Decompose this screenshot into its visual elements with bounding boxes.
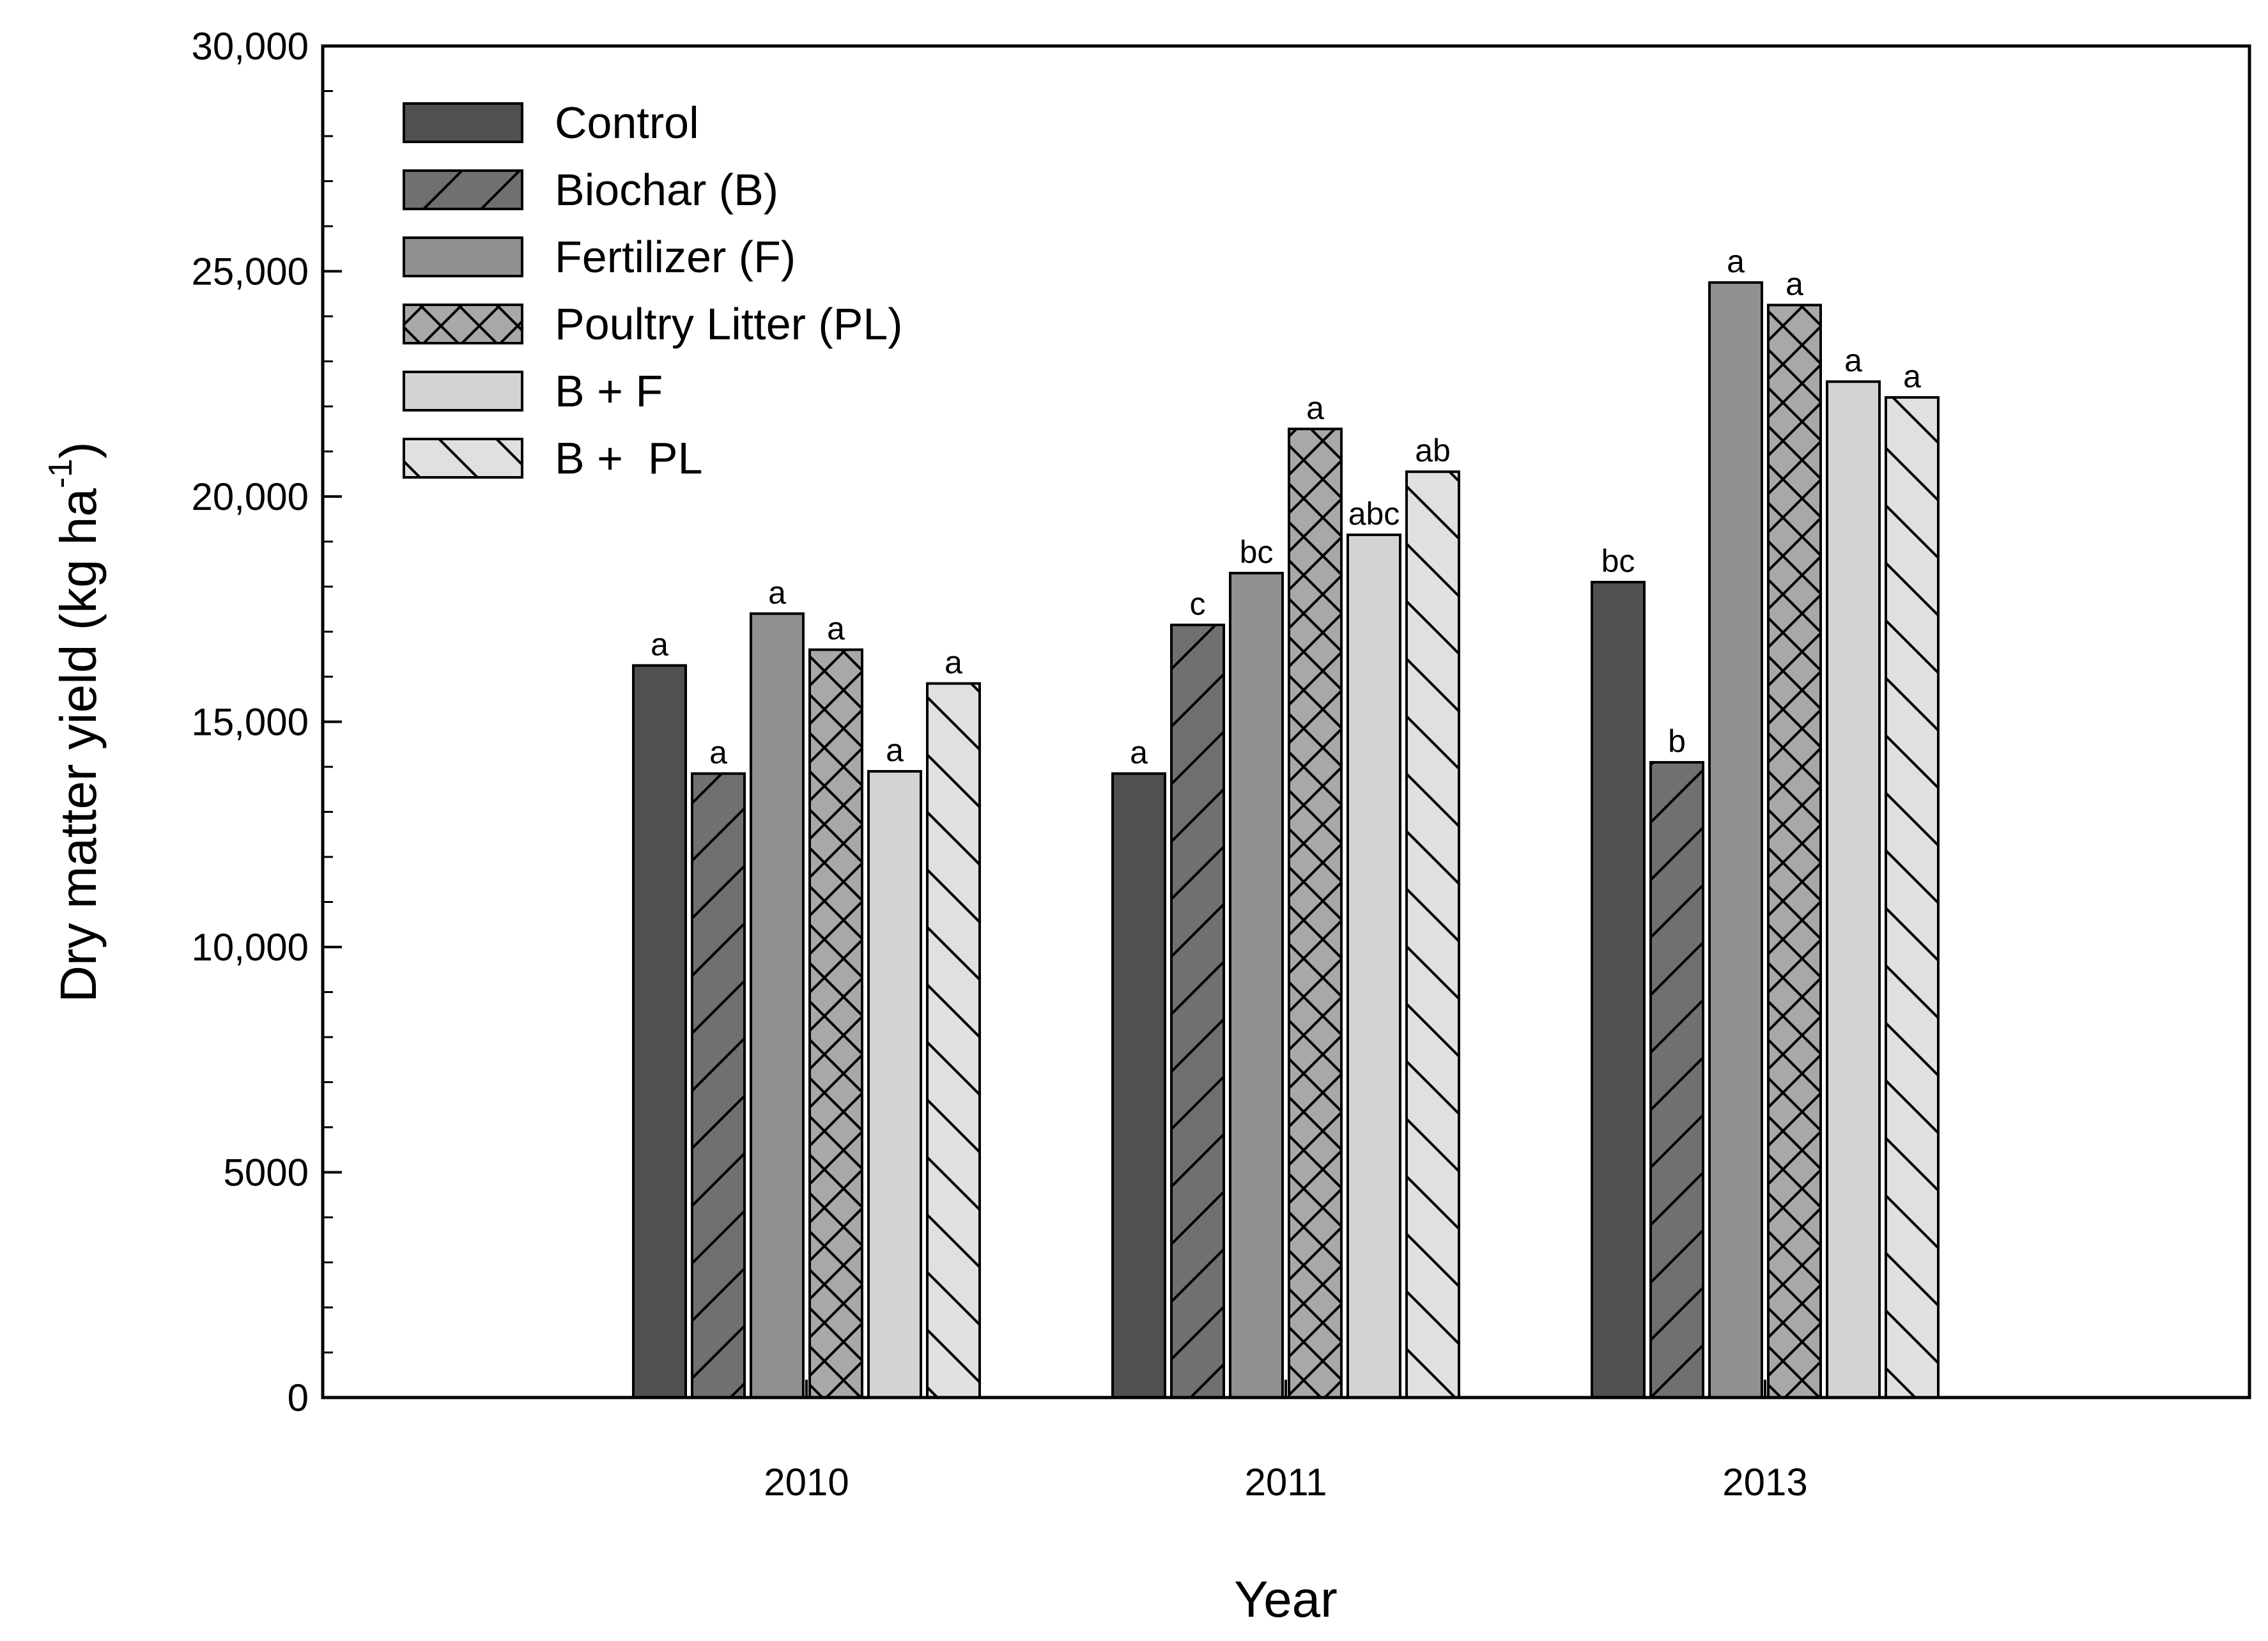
- bar-b-f-2013: [1826, 380, 1881, 1399]
- x-tick-label-2011: 2011: [1244, 1461, 1327, 1504]
- bar-fertilizer-f-2011: [1229, 571, 1284, 1399]
- y-axis-title: Dry matter yield (kg ha-1): [42, 442, 107, 1003]
- bars: [632, 281, 1940, 1399]
- legend-swatch-poultry-litter-pl: [403, 304, 523, 344]
- y-tick-label: 0: [288, 1376, 309, 1419]
- bar-fertilizer-f-2010: [750, 612, 805, 1399]
- legend-swatch-biochar-b: [403, 169, 523, 210]
- y-tick-label: 25,000: [191, 250, 309, 293]
- bar-letter-b-pl-2011: ab: [1415, 433, 1451, 468]
- bar-letter-biochar-b-2010: a: [709, 735, 727, 771]
- bar-b-pl-2013: [1885, 396, 1940, 1399]
- bar-letter-poultry-litter-pl-2013: a: [1786, 266, 1803, 302]
- bar-letter-b-pl-2010: a: [945, 645, 962, 681]
- x-tick-label-2010: 2010: [764, 1461, 849, 1504]
- legend-label-control: Control: [555, 98, 699, 148]
- x-tick-label-2013: 2013: [1722, 1461, 1807, 1504]
- y-axis-title-close: ): [50, 442, 107, 459]
- bar-letter-fertilizer-f-2013: a: [1727, 243, 1745, 279]
- y-axis-title-main: Dry matter yield (kg ha: [50, 488, 107, 1003]
- legend-swatch-b-pl: [403, 438, 523, 479]
- bar-poultry-litter-pl-2013: [1767, 304, 1822, 1399]
- y-tick-label: 5000: [224, 1152, 309, 1194]
- bar-poultry-litter-pl-2010: [808, 648, 863, 1399]
- bar-control-2013: [1591, 580, 1646, 1399]
- bar-letter-poultry-litter-pl-2011: a: [1306, 390, 1324, 426]
- legend-label-fertilizer-f: Fertilizer (F): [555, 232, 796, 282]
- bar-b-f-2011: [1346, 533, 1401, 1399]
- y-tick-label: 15,000: [191, 701, 309, 744]
- bar-b-pl-2011: [1405, 470, 1460, 1399]
- bar-letter-b-f-2011: abc: [1348, 496, 1400, 532]
- legend-swatch-control: [403, 102, 523, 143]
- bar-b-pl-2010: [926, 682, 981, 1399]
- legend-swatch-fertilizer-f: [403, 236, 523, 277]
- bar-biochar-b-2011: [1170, 623, 1225, 1399]
- bar-letter-b-f-2010: a: [886, 732, 904, 768]
- bar-letter-b-f-2013: a: [1844, 343, 1862, 378]
- legend-label-b-f: B + F: [555, 366, 663, 416]
- bar-biochar-b-2010: [691, 772, 746, 1399]
- bar-fertilizer-f-2013: [1708, 281, 1763, 1399]
- y-tick-label: 20,000: [191, 475, 309, 518]
- bar-letter-biochar-b-2013: b: [1668, 723, 1686, 759]
- bar-letter-fertilizer-f-2011: bc: [1240, 534, 1274, 570]
- bar-biochar-b-2013: [1649, 760, 1704, 1399]
- x-axis-ticks: 2010 2011 2013: [764, 1380, 1808, 1504]
- y-axis-title-superscript: -1: [42, 459, 79, 488]
- bar-control-2010: [632, 664, 687, 1399]
- legend: Control Biochar (B) Fertilizer (F) Poultry …: [403, 98, 903, 483]
- bar-letter-control-2013: bc: [1601, 543, 1635, 579]
- legend-label-poultry-litter-pl: Poultry Litter (PL): [555, 299, 903, 349]
- bar-letter-control-2010: a: [651, 626, 668, 662]
- legend-swatch-b-f: [403, 371, 523, 412]
- x-axis-title: Year: [1234, 1571, 1338, 1628]
- bar-letter-fertilizer-f-2010: a: [768, 574, 786, 610]
- bar-control-2011: [1111, 772, 1166, 1399]
- bar-letter-control-2011: a: [1130, 735, 1148, 771]
- bar-letter-biochar-b-2011: c: [1190, 586, 1206, 622]
- bar-letter-b-pl-2013: a: [1903, 358, 1921, 394]
- legend-label-biochar-b: Biochar (B): [555, 165, 778, 215]
- y-axis-ticks: 0 5000 10,000 15,000 20,000 25,000 30,000: [191, 25, 342, 1419]
- y-tick-label: 10,000: [191, 926, 309, 969]
- y-tick-label: 30,000: [191, 25, 309, 68]
- bar-letter-poultry-litter-pl-2010: a: [827, 611, 845, 647]
- bar-poultry-litter-pl-2011: [1288, 428, 1343, 1399]
- legend-label-b-pl: B + PL: [555, 433, 703, 483]
- bar-b-f-2010: [867, 770, 922, 1399]
